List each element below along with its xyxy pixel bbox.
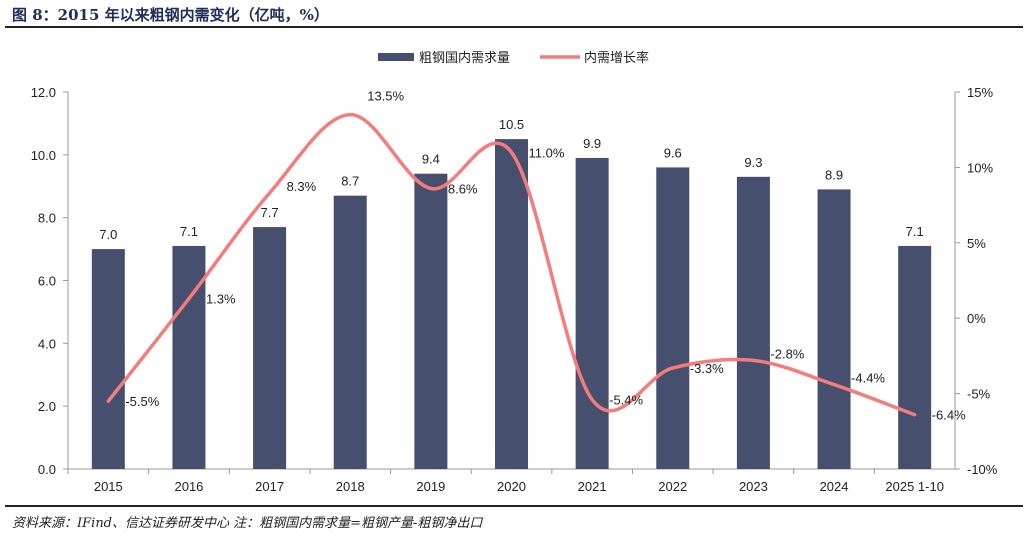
left-tick-label: 10.0 xyxy=(31,148,56,163)
bar xyxy=(736,176,770,469)
source-note: 资料来源：IFind、信达证券研发中心 注：粗钢国内需求量=粗钢产量-粗钢净出口 xyxy=(12,516,483,531)
bar-value-label: 8.9 xyxy=(825,167,843,182)
bar xyxy=(575,157,609,469)
bar xyxy=(656,167,690,469)
line-value-label: 13.5% xyxy=(367,89,404,104)
line-value-label: 8.6% xyxy=(448,182,478,197)
left-tick-label: 8.0 xyxy=(38,211,56,226)
right-tick-label: 10% xyxy=(967,160,993,175)
line-value-label: 8.3% xyxy=(287,179,317,194)
x-tick-label: 2017 xyxy=(255,479,284,494)
figure-title: 图 8：2015 年以来粗钢内需变化（亿吨，%） xyxy=(12,6,329,24)
bar xyxy=(91,249,125,469)
right-tick-label: 0% xyxy=(967,311,986,326)
x-tick-label: 2020 xyxy=(497,479,526,494)
right-tick-label: -5% xyxy=(967,387,991,402)
left-tick-label: 0.0 xyxy=(38,462,56,477)
right-tick-label: 5% xyxy=(967,236,986,251)
x-tick-label: 2024 xyxy=(820,479,849,494)
left-tick-label: 4.0 xyxy=(38,336,56,351)
bar xyxy=(333,195,367,470)
legend-bar-label: 粗钢国内需求量 xyxy=(419,50,510,65)
right-tick-label: -10% xyxy=(967,462,998,477)
footer-divider xyxy=(5,505,1023,507)
growth-rate-line xyxy=(106,112,917,417)
x-tick-label: 2015 xyxy=(94,479,123,494)
bar xyxy=(898,245,932,469)
bar-value-label: 7.1 xyxy=(180,224,198,239)
x-tick-label: 2025 1-10 xyxy=(885,479,944,494)
line-value-label: -4.4% xyxy=(851,371,885,386)
title-divider xyxy=(5,26,1023,28)
bar-value-label: 8.7 xyxy=(341,174,359,189)
bar-value-label: 10.5 xyxy=(499,117,524,132)
line-value-label: -2.8% xyxy=(770,346,804,361)
line-value-label: -5.5% xyxy=(125,394,159,409)
line-value-label: 1.3% xyxy=(206,292,236,307)
line-value-label: -6.4% xyxy=(932,408,966,423)
bar xyxy=(495,139,528,469)
bar-value-label: 7.7 xyxy=(261,205,279,220)
bar-value-label: 7.1 xyxy=(906,224,924,239)
legend-line-label: 内需增长率 xyxy=(584,50,649,65)
bar-value-label: 9.6 xyxy=(664,145,682,160)
legend-bar-swatch xyxy=(378,53,414,61)
bar xyxy=(414,173,448,469)
x-tick-label: 2016 xyxy=(174,479,203,494)
left-tick-label: 12.0 xyxy=(31,85,56,100)
x-tick-label: 2021 xyxy=(578,479,607,494)
bar xyxy=(253,227,287,469)
bar-value-label: 9.4 xyxy=(422,152,440,167)
line-value-label: -5.4% xyxy=(609,393,643,408)
bar-value-label: 9.3 xyxy=(744,155,762,170)
x-tick-label: 2018 xyxy=(336,479,365,494)
line-value-label: -3.3% xyxy=(690,361,724,376)
left-tick-label: 2.0 xyxy=(38,399,56,414)
bar-value-label: 9.9 xyxy=(583,136,601,151)
line-value-label: 11.0% xyxy=(529,145,565,160)
bar xyxy=(172,245,206,469)
bar-value-label: 7.0 xyxy=(99,227,117,242)
bar xyxy=(817,189,851,469)
x-tick-label: 2019 xyxy=(416,479,445,494)
x-tick-label: 2023 xyxy=(739,479,768,494)
x-tick-label: 2022 xyxy=(658,479,687,494)
right-tick-label: 15% xyxy=(967,85,993,100)
left-tick-label: 6.0 xyxy=(38,274,56,289)
